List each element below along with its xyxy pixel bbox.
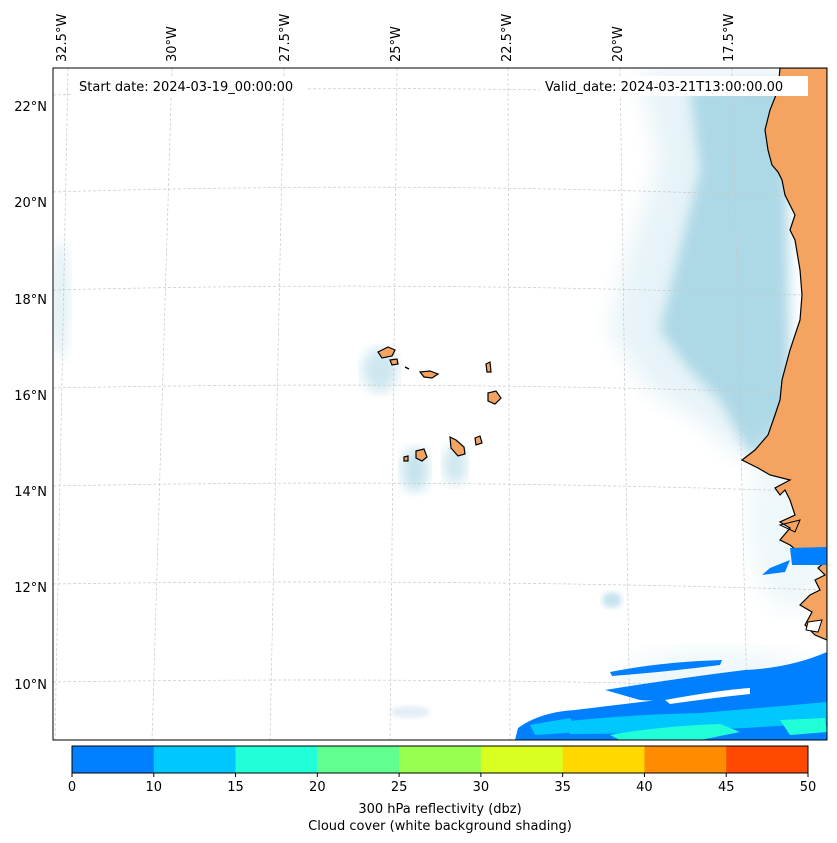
colorbar-segment — [726, 746, 809, 773]
colorbar-segment — [317, 746, 400, 773]
colorbar-tick-label: 25 — [391, 780, 408, 795]
colorbar-sublabel: Cloud cover (white background shading) — [308, 819, 572, 834]
lat-label: 10°N — [14, 678, 47, 693]
colorbar-tick-label: 35 — [554, 780, 571, 795]
latitude-labels: 22°N 20°N 18°N 16°N 14°N 12°N 10°N — [14, 100, 47, 693]
colorbar-segment — [153, 746, 237, 773]
start-date-box — [72, 76, 308, 96]
africa-coast — [740, 68, 827, 556]
colorbar-frame — [71, 745, 809, 774]
colorbar-tick-label: 45 — [718, 780, 735, 795]
lon-label: 32.5°W — [55, 14, 70, 62]
map-frame — [52, 67, 828, 741]
lat-label: 22°N — [14, 100, 47, 115]
graticule — [53, 68, 827, 740]
lat-label: 18°N — [14, 293, 47, 308]
colorbar-tick-label: 50 — [800, 780, 817, 795]
lat-label: 20°N — [14, 196, 47, 211]
map-area — [53, 68, 827, 740]
cape-verde-islands — [377, 346, 502, 462]
lon-label: 17.5°W — [722, 14, 737, 62]
cloud-cover-shading — [53, 70, 827, 718]
colorbar-tick-label: 40 — [636, 780, 653, 795]
lon-label: 20°W — [611, 26, 626, 62]
colorbar-tick-label: 15 — [227, 780, 244, 795]
colorbar: 0 10 15 20 25 30 35 40 45 50 — [68, 745, 817, 795]
valid-date-label: Valid_date: 2024-03-21T13:00:00.00 — [545, 80, 783, 95]
colorbar-label: 300 hPa reflectivity (dbz) — [358, 802, 521, 817]
lon-label: 25°W — [389, 26, 404, 62]
lon-label: 22.5°W — [500, 14, 515, 62]
colorbar-segment — [644, 746, 727, 773]
colorbar-segment — [480, 746, 564, 773]
valid-date-box — [540, 76, 808, 96]
colorbar-segment — [562, 746, 645, 773]
colorbar-segment — [72, 746, 155, 773]
start-date-label: Start date: 2024-03-19_00:00:00 — [79, 80, 293, 95]
lon-label: 27.5°W — [278, 14, 293, 62]
lat-label: 14°N — [14, 485, 47, 500]
colorbar-tick-label: 10 — [146, 780, 163, 795]
colorbar-tick-label: 0 — [68, 780, 76, 795]
colorbar-tick-label: 20 — [309, 780, 326, 795]
reflectivity-bands — [515, 547, 827, 740]
longitude-labels: 32.5°W 30°W 27.5°W 25°W 22.5°W 20°W 17.5… — [55, 14, 737, 62]
lat-label: 12°N — [14, 581, 47, 596]
colorbar-segment — [235, 746, 318, 773]
lon-label: 30°W — [165, 26, 180, 62]
colorbar-tick-label: 30 — [473, 780, 490, 795]
lat-label: 16°N — [14, 389, 47, 404]
colorbar-segment — [399, 746, 482, 773]
